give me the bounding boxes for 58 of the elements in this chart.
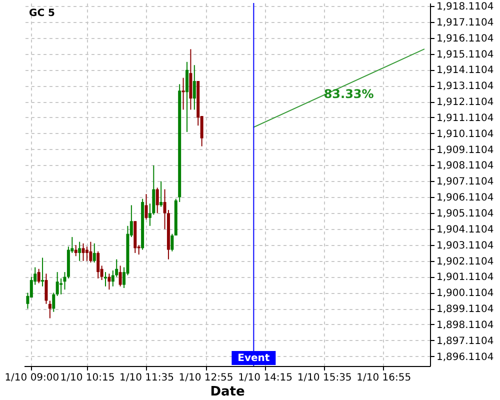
- candlestick: [118, 265, 122, 287]
- candlestick: [37, 268, 40, 284]
- x-tick-label: 1/10 10:15: [60, 372, 115, 384]
- y-tick-label: 1,917.1104: [436, 17, 494, 28]
- candlestick: [78, 241, 82, 262]
- candlestick: [144, 194, 148, 220]
- y-tick-label: 1,906.1104: [436, 192, 494, 204]
- y-tick-label: 1,900.1104: [436, 288, 494, 300]
- candlestick: [41, 257, 44, 287]
- y-tick-label: 1,901.1104: [436, 272, 494, 284]
- y-tick-label: 1,913.1104: [436, 81, 494, 92]
- candlestick: [104, 272, 107, 287]
- candlestick: [48, 300, 52, 319]
- candlestick: [56, 272, 59, 296]
- candlestick: [182, 77, 185, 110]
- ref-line-label: Event: [238, 353, 270, 364]
- y-tick-label: 1,905.1104: [436, 208, 494, 220]
- candlestick: [85, 246, 88, 262]
- candlestick: [89, 241, 92, 264]
- y-tick-label: 1,903.1104: [436, 240, 494, 252]
- y-tick-label: 1,896.1104: [436, 352, 494, 363]
- y-tick-label: 1,904.1104: [436, 224, 494, 236]
- y-tick-label: 1,907.1104: [436, 176, 494, 188]
- candlestick: [74, 244, 78, 257]
- x-tick-label: 1/10 12:55: [178, 372, 234, 384]
- y-tick-label: 1,910.1104: [436, 128, 494, 140]
- candlestick: [185, 61, 188, 132]
- candlestick: [63, 272, 66, 290]
- candlestick: [52, 292, 56, 312]
- y-tick-label: 1,909.1104: [436, 144, 494, 156]
- candlestick: [160, 180, 163, 208]
- candlestick: [170, 233, 174, 252]
- candlestick: [82, 242, 85, 262]
- y-tick-label: 1,898.1104: [436, 320, 494, 331]
- chart-title: GC 5: [29, 8, 56, 20]
- y-tick-label: 1,914.1104: [436, 65, 494, 76]
- y-tick-label: 1,916.1104: [436, 33, 494, 44]
- y-tick-label: 1,899.1104: [436, 304, 494, 316]
- x-tick-label: 1/10 16:55: [356, 372, 412, 384]
- candlestick: [156, 187, 159, 214]
- y-tick-label: 1,915.1104: [436, 49, 494, 60]
- y-tick-label: 1,908.1104: [436, 160, 494, 172]
- annotation: 83.33%: [324, 86, 374, 101]
- y-tick-label: 1,902.1104: [436, 256, 494, 268]
- candlestick: [44, 273, 48, 304]
- candlestick: [192, 64, 196, 110]
- y-tick-label: 1,918.1104: [436, 2, 494, 13]
- x-axis-title: Date: [210, 384, 245, 400]
- x-tick-label: 1/10 11:35: [120, 372, 174, 384]
- candlestick: [92, 242, 96, 264]
- y-tick-label: 1,911.1104: [436, 112, 494, 124]
- x-tick-label: 1/10 14:15: [238, 372, 293, 384]
- y-tick-label: 1,897.1104: [436, 336, 494, 347]
- x-tick-label: 1/10 15:35: [297, 372, 352, 384]
- candlestick: [108, 273, 111, 290]
- x-tick-label: 1/10 09:00: [4, 372, 60, 384]
- candlestick: [96, 250, 100, 279]
- y-tick-label: 1,912.1104: [436, 97, 494, 108]
